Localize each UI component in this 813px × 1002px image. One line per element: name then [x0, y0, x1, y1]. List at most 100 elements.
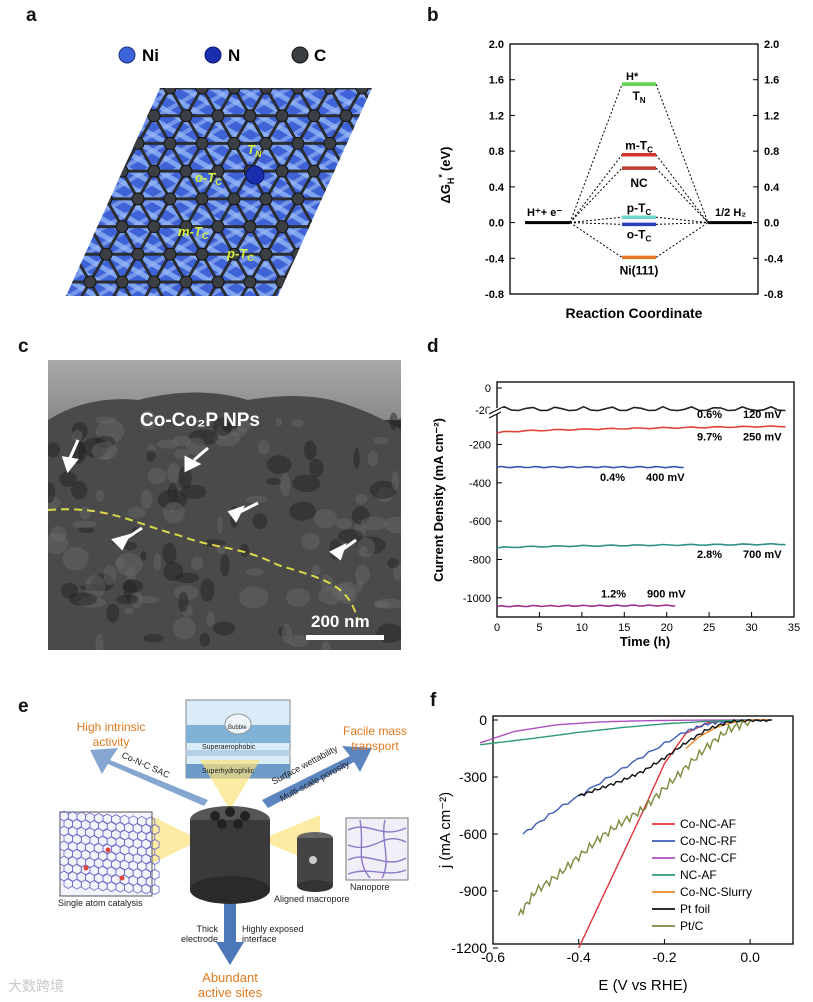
- tem-particle: [392, 562, 401, 581]
- hex-cell: [63, 878, 73, 889]
- tem-particle: [220, 554, 230, 577]
- tem-particle: [72, 520, 97, 528]
- inset-band: [186, 750, 290, 756]
- carbon-atom: [243, 275, 257, 289]
- b-dotted-line: [569, 167, 623, 223]
- carbon-atom: [83, 275, 97, 289]
- d-xtick-label: 5: [536, 622, 542, 634]
- f-legend-label: Co-NC-RF: [680, 834, 737, 848]
- carbon-atom: [259, 88, 273, 95]
- e-left-caption: Single atom catalysis: [58, 898, 143, 908]
- carbon-atom: [388, 193, 400, 205]
- tem-particle: [321, 640, 331, 650]
- b-ytick-label-right: 1.6: [764, 75, 779, 87]
- carbon-atom: [404, 165, 416, 177]
- carbon-atom: [404, 110, 416, 122]
- dashed-boundary: [48, 508, 359, 621]
- hex-cell: [115, 881, 125, 893]
- e-top-left-text: High intrinsic activity: [66, 720, 156, 750]
- carbon-atom: [323, 88, 337, 95]
- b-ytick-label-left: 0.0: [489, 218, 504, 230]
- tem-particle: [137, 595, 160, 604]
- tem-particle: [130, 591, 143, 609]
- nanofibers: [347, 819, 407, 879]
- tem-particle: [190, 556, 204, 571]
- d-xtick-label: 20: [661, 622, 673, 634]
- carbon-atom: [67, 136, 81, 150]
- f-series-Pt/C: [518, 720, 751, 916]
- tem-particle: [91, 441, 118, 460]
- d-xtick-label: 30: [745, 622, 757, 634]
- d-label-volt: 250 mV: [743, 431, 782, 443]
- tem-particle: [278, 626, 287, 637]
- f-legend-label: Pt/C: [680, 919, 704, 933]
- tem-particle: [95, 419, 125, 444]
- ray-top: [200, 760, 260, 810]
- panel-letter-e: e: [18, 696, 29, 717]
- carbon-atom: [307, 275, 321, 289]
- tem-particle: [82, 437, 109, 458]
- carbon-atom: [179, 164, 193, 178]
- b-ytick-label-left: 1.6: [489, 75, 504, 87]
- carbon-atom: [179, 275, 193, 289]
- tem-image: Co-Co₂P NPs 200 nm: [48, 360, 401, 650]
- carbon-atom: [211, 275, 225, 289]
- carbon-atom: [83, 220, 97, 234]
- carbon-atom: [227, 192, 241, 206]
- b-level-label-Ni(111): Ni(111): [620, 263, 659, 277]
- carbon-atom: [259, 247, 273, 261]
- panel-e-schematic: High intrinsic activity Facile mass transp…: [30, 690, 430, 1000]
- carbon-atom: [68, 304, 80, 305]
- b-top-label: H*: [626, 71, 639, 83]
- b-level-label-m-T_C: m-TC: [625, 139, 653, 155]
- carbon-atom: [99, 192, 113, 206]
- b-ytick-label-left: -0.8: [485, 289, 504, 301]
- tem-particle: [162, 542, 177, 565]
- hex-cell: [141, 883, 151, 895]
- carbon-atom: [355, 192, 369, 206]
- sac-dot-3: [83, 865, 89, 871]
- tem-particle: [49, 526, 67, 543]
- tem-particle: [70, 481, 88, 500]
- carbon-atom: [195, 136, 209, 150]
- hex-cell: [150, 884, 160, 895]
- carbon-atom: [291, 247, 305, 261]
- tem-particle: [68, 592, 98, 606]
- carbon-atom: [99, 88, 113, 95]
- carbon-atom: [339, 220, 353, 234]
- carbon-atom: [260, 30, 272, 39]
- b-ytick-label-right: 0.4: [764, 182, 780, 194]
- b-xlabel: Reaction Coordinate: [566, 305, 703, 321]
- carbon-atom: [195, 88, 209, 95]
- tem-particle: [124, 607, 135, 615]
- tem-particle: [266, 455, 292, 475]
- carbon-atom: [388, 137, 400, 149]
- carbon-atom: [115, 164, 129, 178]
- tem-particle: [147, 467, 167, 484]
- tem-particle: [245, 495, 267, 504]
- carbon-atom: [291, 136, 305, 150]
- tem-particle: [78, 597, 106, 608]
- e-top-right-line-2: transport: [351, 739, 399, 753]
- f-legend-label: Pt foil: [680, 902, 710, 916]
- tem-particle: [153, 552, 162, 571]
- f-ytick-label: 0: [479, 712, 487, 728]
- b-ytick-label-right: 0.8: [764, 146, 779, 158]
- b-dotted-line: [655, 216, 709, 224]
- carbon-atom: [99, 247, 113, 261]
- hex-cell: [72, 878, 82, 890]
- tem-particle: [337, 529, 363, 543]
- tem-particle: [216, 516, 224, 535]
- carbon-atom: [163, 247, 177, 261]
- tem-particle: [230, 427, 248, 437]
- carbon-atom: [179, 109, 193, 123]
- tem-particle: [156, 439, 180, 449]
- carbon-atom: [324, 30, 336, 39]
- hex-cell: [80, 879, 91, 891]
- tem-particle: [78, 441, 85, 461]
- carbon-atom: [147, 164, 161, 178]
- tem-particle: [337, 581, 358, 604]
- tem-particle: [140, 550, 147, 561]
- tem-particle: [286, 588, 310, 607]
- carbon-atom: [164, 304, 176, 305]
